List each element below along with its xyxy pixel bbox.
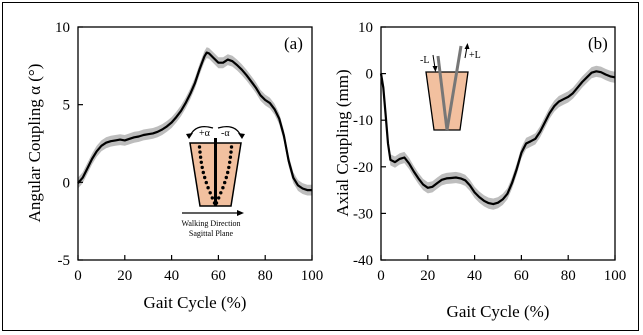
- rotation-dot: [228, 155, 233, 159]
- rotation-dot: [197, 145, 202, 149]
- minus-l-arrow: [432, 54, 436, 69]
- rotation-dot: [223, 180, 227, 185]
- rotation-dot: [229, 145, 234, 149]
- panel-b-line: [379, 70, 616, 206]
- panel-a-ylabel: Angular Coupling α (°): [25, 64, 44, 223]
- panel-b-xtick-label: 40: [467, 268, 482, 284]
- rotation-dots: [197, 145, 234, 205]
- sagittal-plane-label: Sagittal Plane: [189, 229, 234, 238]
- panel-a-ytick-label: -5: [58, 253, 71, 269]
- panel-b-band-group: [381, 65, 615, 210]
- rotation-dot: [200, 165, 204, 170]
- panel-b-axes-box: [380, 26, 616, 261]
- rotation-dot: [198, 155, 203, 159]
- rotation-dot: [208, 191, 212, 195]
- rotation-dot: [214, 201, 219, 205]
- socket-shape: [425, 71, 469, 131]
- panel-a-label: (a): [284, 34, 303, 53]
- panel-a-xtick-label: 80: [258, 268, 273, 284]
- panel-a-xtick-label: 20: [117, 268, 132, 284]
- walking-direction-arrowhead: [237, 210, 244, 216]
- panel-b-ytick-label: 0: [366, 67, 374, 83]
- rotation-dot: [198, 150, 202, 154]
- panel-b-ylabel: Axial Coupling (mm): [333, 69, 352, 216]
- panel-b-band: [381, 65, 615, 210]
- panel-a-ytick-label: 10: [55, 20, 70, 36]
- rotation-dot: [227, 165, 231, 170]
- panel-b-ytick-label: -20: [353, 160, 373, 176]
- panel-a-ytick-label: 0: [63, 175, 71, 191]
- rotation-dot: [221, 186, 225, 190]
- panel-b-ytick-label: -10: [353, 113, 373, 129]
- panel-a-ytick-label: 5: [63, 98, 71, 114]
- rotation-dot: [204, 180, 208, 185]
- panel-b-xtick-label: 60: [514, 268, 529, 284]
- panel-b-xtick-label: 80: [561, 268, 576, 284]
- panel-a-inset: +α -α Walking Direction Sagittal Plane: [181, 125, 245, 238]
- panel-a-xlabel: Gait Cycle (%): [144, 293, 247, 312]
- minus-l-arrowhead: [432, 66, 438, 72]
- plus-alpha-arrowhead: [186, 133, 193, 139]
- panel-b-ytick-label: -40: [353, 253, 373, 269]
- minus-alpha-label: -α: [221, 128, 230, 139]
- rotation-dot: [203, 175, 207, 180]
- panel-b-inset: -L +L: [420, 43, 481, 131]
- panel-a-xtick-label: 60: [211, 268, 226, 284]
- walking-direction-label: Walking Direction: [181, 219, 240, 228]
- panel-b-ticks: 0 20 40 60 80 100 -40 -30 -20 -10 0 10: [353, 20, 626, 284]
- rotation-dot: [206, 186, 210, 190]
- rotation-dot: [201, 170, 205, 175]
- panel-b-xtick-label: 0: [377, 268, 385, 284]
- rotation-dot: [226, 170, 230, 175]
- pylon-right: [445, 45, 463, 131]
- plus-l-arrowhead: [464, 43, 470, 49]
- panel-b-ytick-label: -30: [353, 206, 373, 222]
- panel-b-xtick-label: 100: [604, 268, 627, 284]
- panel-a-xtick-label: 0: [74, 268, 82, 284]
- panel-b-xtick-label: 20: [420, 268, 435, 284]
- panel-a-xtick-label: 40: [164, 268, 179, 284]
- plus-l-label: +L: [469, 50, 481, 61]
- panel-a-xtick-label: 100: [301, 268, 324, 284]
- rotation-dot: [229, 150, 233, 154]
- panel-b-xlabel: Gait Cycle (%): [447, 302, 550, 321]
- rotation-dot: [210, 196, 214, 200]
- figure-border: [2, 2, 639, 331]
- rotation-dot: [219, 191, 223, 195]
- pylon-left: [436, 55, 449, 131]
- plus-alpha-label: +α: [199, 128, 211, 139]
- rotation-dot: [199, 160, 203, 164]
- rotation-dot: [217, 196, 221, 200]
- panel-b-label: (b): [588, 34, 608, 53]
- panel-a-axes-box: [77, 26, 313, 261]
- rotation-dot: [224, 175, 228, 180]
- rotation-dot: [228, 160, 232, 164]
- panel-b: -L +L 0 20 40 60 80 100 -40 -30 -20 -10 0 10 (b) Ga…: [333, 20, 626, 321]
- minus-alpha-arrowhead: [238, 133, 245, 139]
- panel-a: +α -α Walking Direction Sagittal Plane 0…: [25, 20, 323, 312]
- panel-b-ytick-label: 10: [358, 20, 373, 36]
- panel-a-line: [77, 51, 312, 192]
- minus-l-label: -L: [420, 55, 429, 66]
